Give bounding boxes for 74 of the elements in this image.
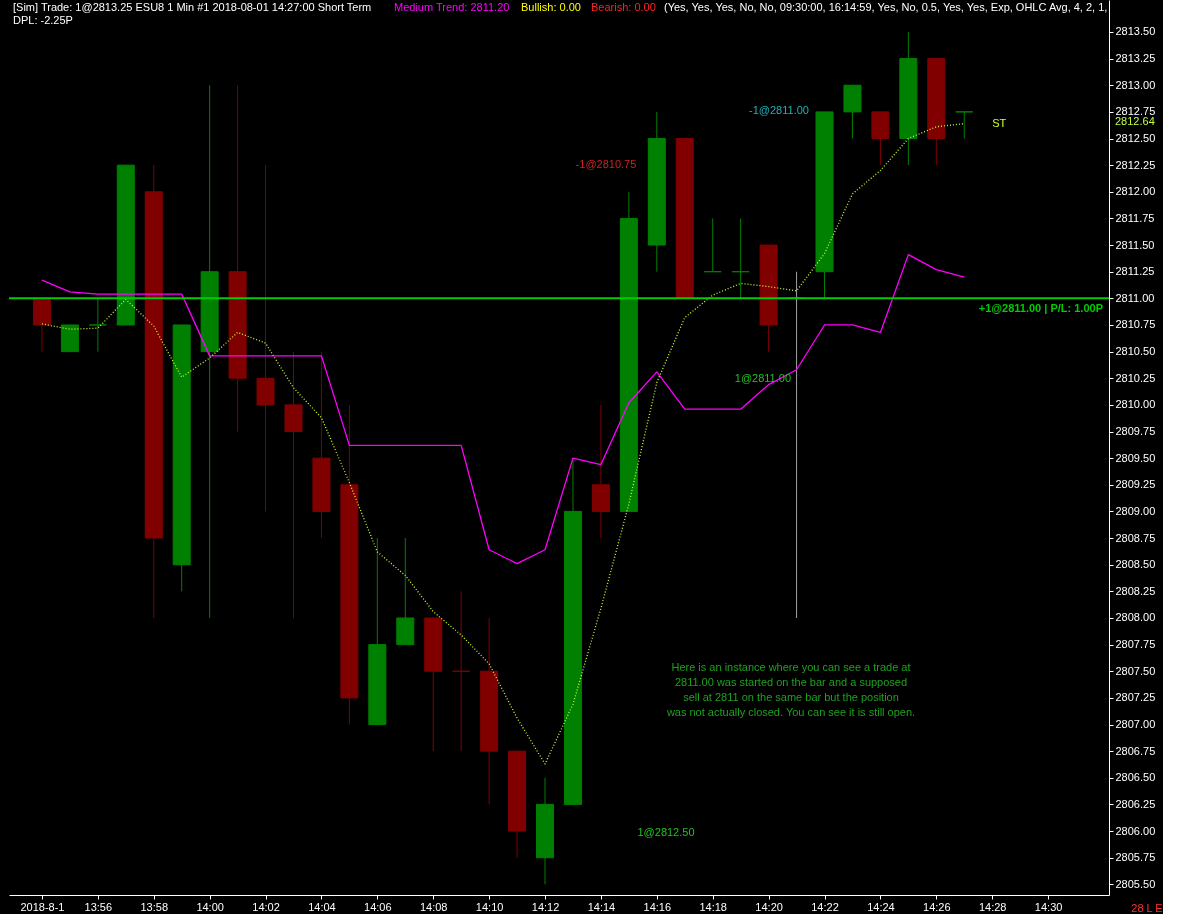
y-tick-label: 2808.00 xyxy=(1115,611,1156,624)
x-tick-label: 14:24 xyxy=(867,900,895,913)
y-tick-label: 2812.75 xyxy=(1115,105,1156,118)
candlestick xyxy=(256,164,275,512)
y-tick-label: 2808.25 xyxy=(1115,584,1156,597)
y-tick-label: 2811.75 xyxy=(1115,211,1155,224)
x-tick-label: 13:58 xyxy=(140,900,169,913)
y-tick-label: 2808.50 xyxy=(1115,558,1156,571)
y-tick-label: 2805.50 xyxy=(1115,877,1156,890)
ref-line-label: +1@2811.00 | P/L: 1.00P xyxy=(978,302,1103,315)
x-tick-label: 14:22 xyxy=(811,900,839,913)
annotation: 1@2812.50 xyxy=(637,826,695,838)
y-tick-label: 2809.50 xyxy=(1115,451,1156,464)
y-tick-label: 2809.75 xyxy=(1115,425,1156,438)
y-tick-label: 2813.00 xyxy=(1115,78,1156,91)
annotation: Bullish: 0.00 xyxy=(521,1,581,13)
text: 2812.64 xyxy=(1115,115,1155,127)
y-tick-label: 2806.75 xyxy=(1115,744,1156,757)
y-tick-label: 2810.50 xyxy=(1115,345,1156,358)
candlestick xyxy=(955,111,974,140)
candlestick xyxy=(703,217,722,273)
x-tick-label: 14:16 xyxy=(643,900,672,913)
y-tick-label: 2812.50 xyxy=(1115,132,1156,145)
y-tick-label: 2813.25 xyxy=(1115,52,1156,65)
x-tick-label: 2018-8-1 xyxy=(20,900,65,913)
candlestick xyxy=(284,351,303,619)
annotation: -1@2810.75 xyxy=(575,158,637,170)
annotation: (Yes, Yes, Yes, No, No, 09:30:00, 16:14:59, Yes, No, 0.5, Yes, Yes, Exp, OHLC Avg, 4, 2, 1, xyxy=(664,1,1108,13)
y-tick-label: 2812.25 xyxy=(1115,158,1156,171)
y-tick-label: 2813.50 xyxy=(1115,25,1156,38)
x-tick-label: 14:14 xyxy=(587,900,616,913)
y-tick-label: 2809.25 xyxy=(1115,478,1156,491)
y-tick-label: 2812.00 xyxy=(1115,185,1156,198)
x-tick-label: 14:08 xyxy=(419,900,448,913)
y-tick-label: 2811.50 xyxy=(1115,238,1155,251)
x-tick-label: 14:30 xyxy=(1034,900,1063,913)
x-tick-label: 14:06 xyxy=(364,900,392,913)
y-tick-label: 2811.00 xyxy=(1115,291,1155,304)
x-tick-label: 14:18 xyxy=(699,900,727,913)
x-tick-label: 14:10 xyxy=(475,900,504,913)
y-tick-label: 2805.75 xyxy=(1115,851,1156,864)
x-tick-label: 14:20 xyxy=(755,900,783,913)
candlestick xyxy=(88,297,107,353)
y-tick-label: 2806.50 xyxy=(1115,771,1156,784)
x-tick-label: 14:28 xyxy=(978,900,1007,913)
y-tick-label: 2810.25 xyxy=(1115,371,1156,384)
y-tick-label: 2809.00 xyxy=(1115,504,1156,517)
text: ST xyxy=(992,116,1007,129)
text: DPL: -2.25P xyxy=(13,14,73,26)
annotation: -1@2811.00 xyxy=(749,104,809,116)
y-tick-label: 2807.50 xyxy=(1115,664,1156,677)
y-tick-label: 2806.25 xyxy=(1115,797,1156,810)
y-tick-label: 2808.75 xyxy=(1115,531,1156,544)
x-tick-label: 14:26 xyxy=(923,900,951,913)
y-tick-label: 2807.00 xyxy=(1115,718,1156,731)
x-tick-label: 14:02 xyxy=(252,900,280,913)
y-tick-label: 2810.75 xyxy=(1115,318,1156,331)
chart-title: [Sim] Trade: 1@2813.25 ESU8 1 Min #1 2018-08-01 14:27:00 Short Term xyxy=(13,1,372,13)
line-series xyxy=(41,254,965,565)
annotation: Medium Trend: 2811.20 xyxy=(394,1,510,13)
y-tick-label: 2811.25 xyxy=(1115,265,1155,278)
x-tick-label: 14:00 xyxy=(196,900,224,913)
y-tick-label: 2807.75 xyxy=(1115,638,1156,651)
y-tick-label: 2810.00 xyxy=(1115,398,1156,411)
y-tick-label: 2806.00 xyxy=(1115,824,1156,837)
candlestick xyxy=(452,590,471,752)
annotation: Here is an instance where you can see a trade at 2811.00 was started on the bar and a supposed sell at 2811 on the same bar but the position was not actually closed. You can see it is still open. xyxy=(665,661,916,718)
x-tick-label: 13:56 xyxy=(84,900,113,913)
x-tick-label: 14:12 xyxy=(531,900,560,913)
y-tick-label: 2807.25 xyxy=(1115,691,1156,704)
x-tick-label: 14:04 xyxy=(308,900,336,913)
text: 28 L E xyxy=(1131,902,1163,914)
annotation: Bearish: 0.00 xyxy=(591,1,656,13)
candlestick xyxy=(731,217,750,299)
